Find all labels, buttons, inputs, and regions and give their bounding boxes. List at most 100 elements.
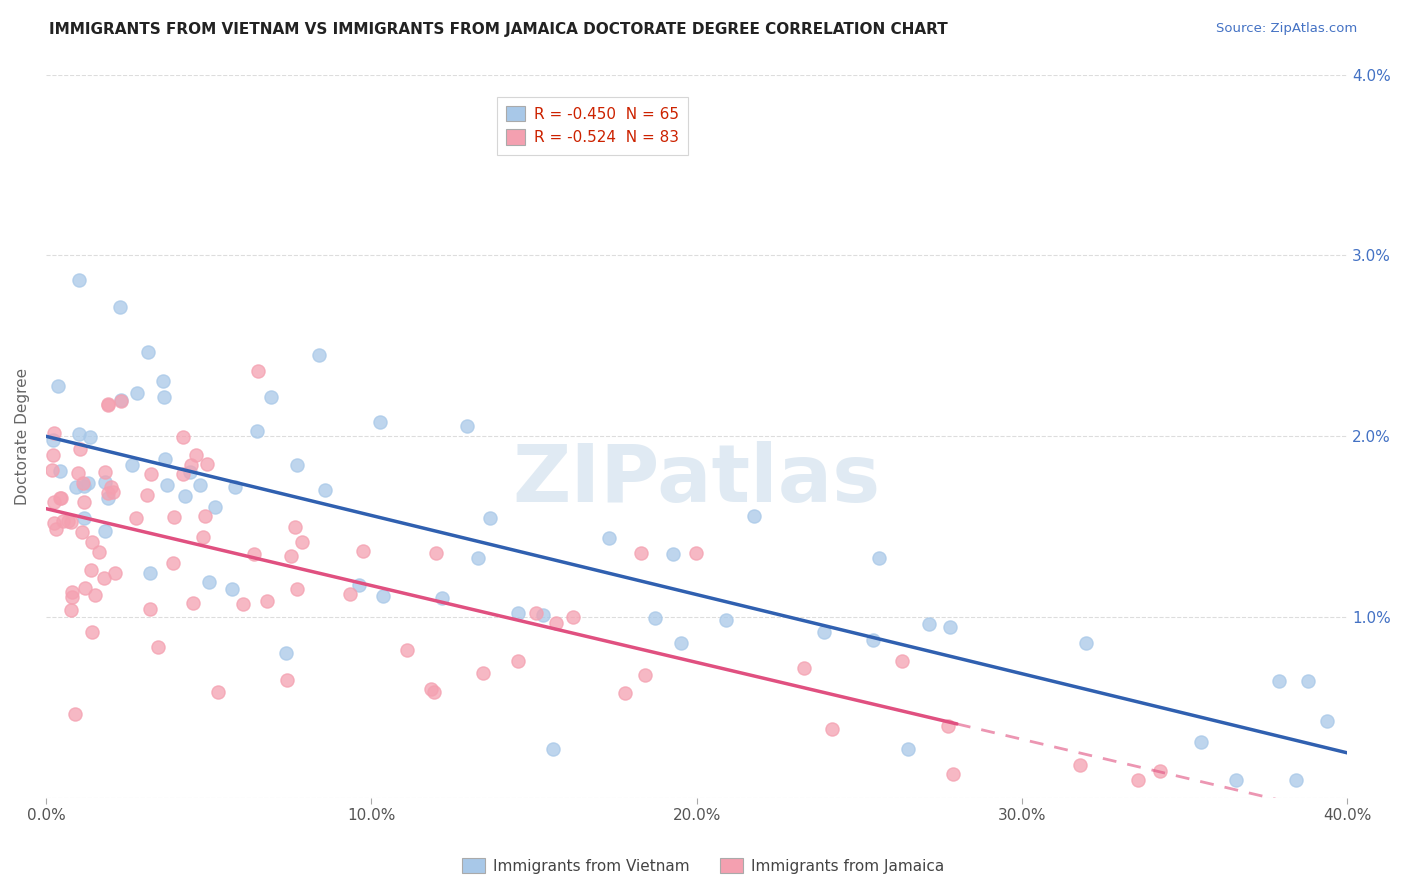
Point: [544, 616, 567, 631]
Point: [232, 597, 254, 611]
Point: [274, 647, 297, 661]
Point: [103, 566, 125, 580]
Point: [63, 706, 86, 721]
Point: [44, 516, 66, 530]
Point: [714, 613, 737, 627]
Point: [179, 458, 201, 472]
Point: [59, 515, 82, 529]
Point: [793, 661, 815, 675]
Point: [479, 511, 502, 525]
Point: [73, 511, 96, 525]
Point: [97, 397, 120, 411]
Point: [207, 684, 229, 698]
Point: [56, 514, 79, 528]
Point: [630, 546, 652, 560]
Point: [347, 578, 370, 592]
Point: [156, 478, 179, 492]
Point: [135, 488, 157, 502]
Point: [60, 585, 83, 599]
Point: [395, 643, 418, 657]
Point: [285, 582, 308, 596]
Point: [121, 458, 143, 473]
Point: [94, 465, 117, 479]
Point: [67, 427, 90, 442]
Legend: R = -0.450  N = 65, R = -0.524  N = 83: R = -0.450 N = 65, R = -0.524 N = 83: [498, 96, 688, 154]
Point: [162, 556, 184, 570]
Point: [423, 685, 446, 699]
Point: [103, 485, 125, 500]
Point: [194, 509, 217, 524]
Point: [936, 719, 959, 733]
Point: [425, 546, 447, 560]
Point: [821, 723, 844, 737]
Point: [541, 742, 564, 756]
Point: [456, 419, 478, 434]
Point: [276, 673, 298, 687]
Point: [198, 575, 221, 590]
Point: [94, 475, 117, 490]
Point: [352, 543, 374, 558]
Point: [152, 375, 174, 389]
Point: [110, 392, 132, 407]
Point: [243, 547, 266, 561]
Point: [524, 606, 547, 620]
Point: [45, 522, 67, 536]
Point: [41, 462, 63, 476]
Point: [669, 636, 692, 650]
Point: [1069, 757, 1091, 772]
Point: [42, 425, 65, 440]
Point: [868, 551, 890, 566]
Point: [195, 457, 218, 471]
Point: [108, 300, 131, 314]
Point: [146, 640, 169, 654]
Point: [291, 535, 314, 549]
Point: [467, 550, 489, 565]
Point: [73, 479, 96, 493]
Point: [70, 524, 93, 539]
Point: [284, 520, 307, 534]
Point: [938, 620, 960, 634]
Point: [598, 531, 620, 545]
Point: [224, 480, 246, 494]
Point: [1189, 735, 1212, 749]
Point: [49, 491, 72, 505]
Point: [60, 603, 83, 617]
Point: [79, 430, 101, 444]
Point: [373, 589, 395, 603]
Point: [97, 398, 120, 412]
Point: [73, 582, 96, 596]
Point: [191, 530, 214, 544]
Point: [472, 665, 495, 680]
Point: [179, 466, 201, 480]
Point: [110, 394, 132, 409]
Point: [685, 546, 707, 560]
Point: [1074, 636, 1097, 650]
Point: [52, 514, 75, 528]
Point: [136, 345, 159, 359]
Point: [44, 495, 66, 509]
Point: [221, 582, 243, 597]
Point: [188, 478, 211, 492]
Point: [96, 485, 118, 500]
Point: [420, 681, 443, 696]
Point: [80, 625, 103, 640]
Point: [186, 448, 208, 462]
Point: [172, 467, 194, 481]
Point: [139, 602, 162, 616]
Point: [172, 430, 194, 444]
Point: [285, 458, 308, 472]
Point: [125, 386, 148, 401]
Point: [72, 476, 94, 491]
Point: [89, 545, 111, 559]
Point: [506, 606, 529, 620]
Point: [46, 378, 69, 392]
Point: [430, 591, 453, 605]
Point: [94, 524, 117, 538]
Point: [73, 494, 96, 508]
Point: [174, 489, 197, 503]
Point: [1126, 772, 1149, 787]
Point: [634, 667, 657, 681]
Point: [368, 415, 391, 429]
Point: [100, 480, 122, 494]
Point: [1285, 772, 1308, 787]
